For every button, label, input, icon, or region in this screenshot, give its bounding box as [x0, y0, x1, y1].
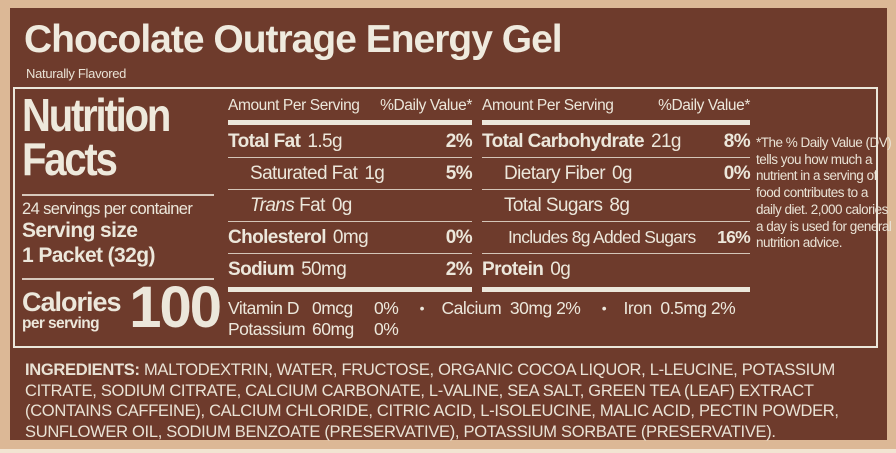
product-title: Chocolate Outrage Energy Gel	[24, 18, 563, 61]
ingredients-paragraph: INGREDIENTS: MALTODEXTRIN, WATER, FRUCTO…	[25, 360, 875, 442]
nutrient-amount: 1.5g	[307, 130, 342, 152]
divider	[22, 278, 214, 280]
nutrient-dv: 16%	[717, 227, 751, 247]
amount-per-serving-label: Amount Per Serving	[228, 97, 360, 114]
nutrient-row-protein: Protein 0g	[482, 254, 750, 286]
micronutrient-line-1: Vitamin D 0mcg 0% • Calcium 30mg 2% • Iron…	[228, 298, 753, 319]
serving-size-label: Serving size	[22, 219, 138, 242]
flavor-subtitle: Naturally Flavored	[26, 66, 127, 81]
micro-dv: 0%	[374, 298, 399, 318]
micro-amount: 30mg	[509, 298, 552, 318]
nutrient-dv: 2%	[445, 130, 473, 152]
calories-sublabel: per serving	[22, 315, 100, 332]
ingredients-label: INGREDIENTS:	[25, 361, 140, 379]
amount-per-serving-label: Amount Per Serving	[482, 97, 614, 114]
nutrient-name: Cholesterol	[228, 226, 327, 248]
nutrient-name: Total Carbohydrate	[482, 130, 645, 152]
nutrient-dv: 2%	[445, 259, 473, 280]
nutrient-amount: 50mg	[301, 259, 347, 280]
nutrition-facts-summary: Nutrition Facts 24 servings per containe…	[22, 89, 222, 344]
serving-size-value: 1 Packet (32g)	[22, 244, 155, 267]
nutrition-label: Chocolate Outrage Energy Gel Naturally F…	[10, 8, 892, 442]
micro-label: Potassium	[228, 319, 306, 339]
thick-rule	[482, 287, 750, 292]
divider	[22, 194, 214, 196]
micro-label: Vitamin D	[228, 298, 300, 318]
nutrient-name: Saturated Fat	[250, 162, 358, 184]
bullet-separator: •	[601, 300, 607, 316]
nutrient-name-italic: Trans	[250, 194, 295, 216]
daily-value-footnote: *The % Daily Value (DV) tells you how mu…	[756, 135, 892, 251]
ingredients-text: MALTODEXTRIN, WATER, FRUCTOSE, ORGANIC C…	[25, 361, 839, 441]
nutrient-row-total-carbohydrate: Total Carbohydrate 21g 8%	[482, 126, 751, 158]
column-header: Amount Per Serving %Daily Value*	[482, 97, 750, 119]
nutrient-name: Includes 8g Added Sugars	[508, 227, 696, 247]
daily-value-label: %Daily Value*	[658, 97, 750, 114]
micro-label: Calcium	[441, 298, 502, 318]
nutrient-row-total-sugars: Total Sugars 8g	[482, 190, 750, 222]
nutrient-dv: 5%	[445, 162, 473, 184]
nutrient-dv: 0%	[723, 162, 751, 184]
nutrient-amount: 0g	[611, 162, 633, 184]
nutrient-dv: 8%	[723, 130, 751, 152]
thick-rule	[482, 120, 750, 125]
nutrient-name: Total Sugars	[504, 194, 603, 216]
nutrient-amount: 8g	[609, 194, 630, 216]
servings-per-container: 24 servings per container	[22, 200, 193, 218]
calories-value: 100	[129, 275, 222, 340]
nutrient-name: Sodium	[228, 259, 295, 280]
nutrient-amount: 21g	[650, 130, 682, 152]
nutrient-row-dietary-fiber: Dietary Fiber 0g 0%	[482, 158, 751, 190]
calories-label: Calories	[22, 287, 122, 317]
nutrient-row-saturated-fat: Saturated Fat 1g 5%	[228, 158, 473, 190]
micro-dv: 2%	[556, 298, 581, 318]
nutrient-amount: 0g	[331, 194, 353, 216]
nutrient-row-sodium: Sodium 50mg 2%	[228, 254, 473, 286]
nutrient-column-carb-protein: Amount Per Serving %Daily Value* Total C…	[482, 97, 751, 292]
micro-label: Iron	[623, 298, 653, 318]
nutrient-row-trans-fat: Trans Fat 0g	[228, 190, 472, 222]
nutrient-amount: 0g	[550, 259, 571, 280]
nutrient-row-cholesterol: Cholesterol 0mg 0%	[228, 222, 473, 254]
bullet-separator: •	[419, 300, 425, 316]
nutrient-row-total-fat: Total Fat 1.5g 2%	[228, 126, 473, 158]
nutrient-name: Fat	[299, 194, 325, 216]
thick-rule	[228, 287, 472, 292]
micro-amount: 0.5mg	[660, 298, 707, 318]
micronutrient-line-2: Potassium 60mg 0%	[228, 319, 753, 340]
label-bottom-edge	[0, 449, 896, 453]
micro-amount: 0mcg	[312, 298, 353, 318]
nutrition-facts-title-line1: Nutrition	[22, 89, 171, 141]
nutrition-facts-title-line2: Facts	[22, 133, 118, 186]
nutrient-amount: 1g	[364, 162, 385, 184]
column-header: Amount Per Serving %Daily Value*	[228, 97, 472, 119]
micro-dv: 0%	[374, 319, 399, 339]
nutrition-facts-title: Nutrition Facts	[22, 89, 196, 186]
nutrient-dv: 0%	[445, 226, 473, 248]
nutrition-facts-panel: Nutrition Facts 24 servings per containe…	[13, 87, 892, 348]
micro-dv: 2%	[710, 298, 736, 318]
thick-rule	[228, 120, 472, 125]
nutrient-name: Dietary Fiber	[504, 162, 606, 184]
nutrient-column-fat-sodium: Amount Per Serving %Daily Value* Total F…	[228, 97, 473, 292]
nutrient-amount: 0mg	[332, 226, 369, 248]
nutrient-name: Total Fat	[228, 130, 301, 152]
daily-value-label: %Daily Value*	[380, 97, 472, 114]
micronutrients: Vitamin D 0mcg 0% • Calcium 30mg 2% • Iron…	[228, 298, 753, 340]
nutrient-name: Protein	[482, 259, 544, 280]
nutrient-row-added-sugars: Includes 8g Added Sugars 16%	[482, 222, 751, 254]
micro-amount: 60mg	[312, 319, 354, 339]
